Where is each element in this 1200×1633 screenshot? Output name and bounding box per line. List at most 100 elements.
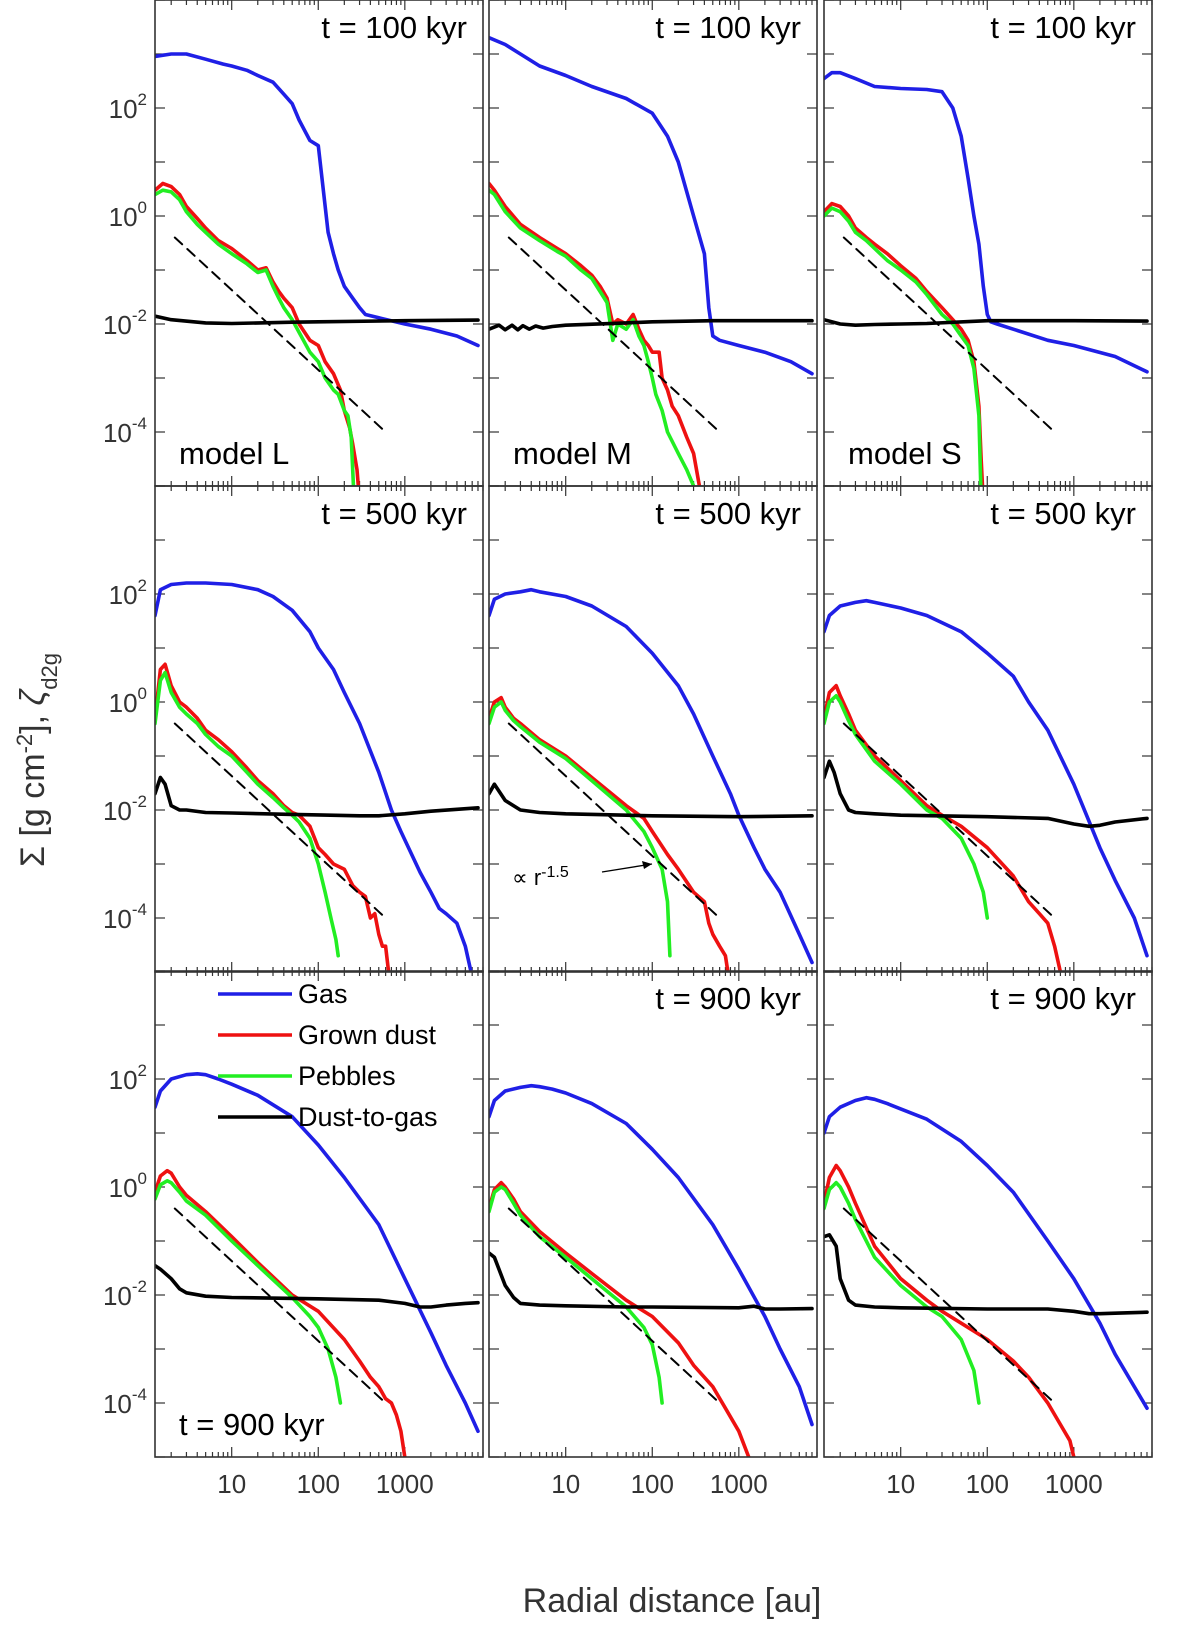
panel-series xyxy=(824,1095,1149,1457)
series-dust-to-gas xyxy=(824,759,1149,829)
series-dust-to-gas xyxy=(824,317,1149,328)
time-label: t = 100 kyr xyxy=(321,10,467,45)
legend-label-dust-to-gas: Dust-to-gas xyxy=(298,1102,438,1132)
series-dust-to-gas xyxy=(155,775,480,818)
series-dust-to-gas xyxy=(824,1233,1149,1316)
panel-series xyxy=(489,1083,814,1457)
x-tick-label: 100 xyxy=(966,1469,1009,1499)
time-label: t = 900 kyr xyxy=(990,981,1136,1016)
model-label: model S xyxy=(848,436,962,471)
series-pebbles xyxy=(489,188,696,486)
legend-label-gas: Gas xyxy=(298,979,348,1009)
panel-frame xyxy=(488,485,818,973)
series-power-law xyxy=(173,236,387,433)
series-pebbles xyxy=(155,1179,343,1405)
series-pebbles xyxy=(824,1180,981,1405)
time-label: t = 100 kyr xyxy=(655,10,801,45)
time-label: t = 900 kyr xyxy=(655,981,801,1016)
x-tick-label: 1000 xyxy=(376,1469,434,1499)
panel-series xyxy=(489,587,814,972)
y-tick-label: 100 xyxy=(109,198,147,232)
model-label: model M xyxy=(513,436,632,471)
x-axis-title: Radial distance [au] xyxy=(523,1582,822,1620)
series-pebbles xyxy=(489,1185,664,1405)
panel-frame xyxy=(823,970,1153,1458)
series-grown-dust xyxy=(155,1168,407,1457)
series-gas xyxy=(489,587,814,965)
time-label: t = 100 kyr xyxy=(990,10,1136,45)
y-tick-label: 100 xyxy=(109,1169,147,1203)
series-grown-dust xyxy=(489,695,730,972)
panel-ticks xyxy=(824,970,1153,1458)
y-tick-label: 102 xyxy=(109,576,147,610)
y-tick-label: 100 xyxy=(109,684,147,718)
series-gas xyxy=(824,598,1149,958)
panel-r1-c0: t = 500 kyr 10-4 10-2 100 102 xyxy=(103,485,484,973)
series-grown-dust xyxy=(824,1163,1076,1457)
series-power-law xyxy=(507,236,721,433)
series-dust-to-gas xyxy=(489,1251,814,1311)
series-gas xyxy=(155,581,473,972)
legend-label-pebbles: Pebbles xyxy=(298,1061,396,1091)
series-power-law xyxy=(507,722,721,919)
legend-label-grown-dust: Grown dust xyxy=(298,1020,437,1050)
panel-ticks xyxy=(155,0,484,487)
x-tick-label: 100 xyxy=(631,1469,674,1499)
series-gas xyxy=(155,1072,480,1433)
series-power-law xyxy=(842,1207,1056,1404)
y-tick-label: 102 xyxy=(109,90,147,124)
panel-frame xyxy=(823,485,1153,973)
series-pebbles xyxy=(155,188,356,486)
power-law-annotation: ∝ r-1.5 xyxy=(512,861,653,891)
legend: Gas Grown dust Pebbles Dust-to-gas xyxy=(218,979,438,1132)
time-label: t = 500 kyr xyxy=(321,496,467,531)
panel-series xyxy=(155,581,480,972)
series-dust-to-gas xyxy=(155,1263,480,1309)
panel-series xyxy=(155,52,480,486)
series-grown-dust xyxy=(489,181,702,486)
y-tick-label: 10-4 xyxy=(103,414,147,448)
panel-series xyxy=(155,1072,480,1457)
panel-series xyxy=(489,35,814,486)
y-tick-label: 10-4 xyxy=(103,1385,147,1419)
time-label: t = 500 kyr xyxy=(990,496,1136,531)
x-tick-label: 100 xyxy=(297,1469,340,1499)
panel-series xyxy=(824,70,1149,486)
series-gas xyxy=(824,70,1149,374)
panel-r0-c1: t = 100 kyr model M xyxy=(488,0,818,487)
series-power-law xyxy=(173,722,387,919)
series-gas xyxy=(489,1083,814,1427)
x-tick-label: 10 xyxy=(886,1469,915,1499)
power-law-annotation-arrowhead xyxy=(642,861,652,869)
panel-grid: t = 100 kyr model L 10-4 10-2 100 102 t = 100 … xyxy=(103,0,1153,1499)
time-label: t = 500 kyr xyxy=(655,496,801,531)
y-tick-label: 102 xyxy=(109,1061,147,1095)
series-power-law xyxy=(507,1207,721,1404)
series-power-law xyxy=(173,1207,387,1404)
model-label: model L xyxy=(179,436,289,471)
x-tick-label: 1000 xyxy=(1045,1469,1103,1499)
x-tick-label: 10 xyxy=(217,1469,246,1499)
panel-r2-c2: t = 900 kyr 10 100 1000 xyxy=(823,970,1153,1499)
panel-ticks xyxy=(489,0,818,487)
series-pebbles xyxy=(155,670,341,958)
series-pebbles xyxy=(824,693,990,920)
series-dust-to-gas xyxy=(489,318,814,332)
series-gas xyxy=(155,52,480,348)
corner-time-label: t = 900 kyr xyxy=(179,1407,325,1442)
panel-r2-c0: t = 900 kyr 10-4 10-2 100 102 10 100 1000 xyxy=(103,970,484,1499)
y-axis-title: Σ [g cm-2], ζd2g xyxy=(12,653,62,867)
panel-r0-c2: t = 100 kyr model S xyxy=(823,0,1153,487)
series-power-law xyxy=(842,236,1056,433)
panel-series xyxy=(824,598,1149,972)
series-pebbles xyxy=(824,206,983,486)
x-tick-label: 1000 xyxy=(710,1469,768,1499)
panel-r2-c1: t = 900 kyr 10 100 1000 xyxy=(488,970,818,1499)
y-tick-label: 10-4 xyxy=(103,900,147,934)
series-dust-to-gas xyxy=(155,314,480,326)
power-law-annotation-text: ∝ r-1.5 xyxy=(512,864,569,891)
panel-r1-c2: t = 500 kyr xyxy=(823,485,1153,973)
series-gas xyxy=(489,35,814,376)
y-tick-label: 10-2 xyxy=(103,1277,147,1311)
